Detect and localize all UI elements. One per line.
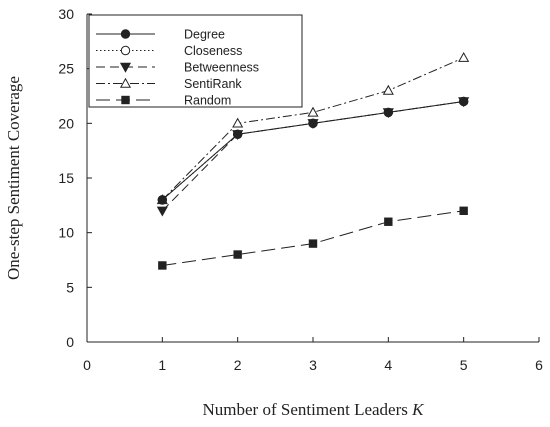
data-point (232, 129, 243, 139)
y-tick-label: 25 (58, 61, 74, 77)
x-axis-title-var: K (411, 400, 425, 419)
legend-item-closeness: Closeness (96, 44, 242, 58)
data-point (459, 206, 468, 216)
legend-item-degree: Degree (96, 28, 225, 42)
x-tick-label: 4 (384, 357, 392, 373)
data-point (308, 239, 318, 248)
y-tick-label: 20 (58, 115, 74, 131)
data-point (158, 261, 167, 270)
data-point (233, 250, 242, 259)
legend: Degree Closeness Betweenness SentiRank Rando… (88, 14, 303, 108)
x-tick-label: 3 (309, 357, 317, 373)
legend-item-random: Random (96, 94, 231, 108)
y-tick-label: 30 (58, 6, 74, 22)
y-axis-title: One-step Sentiment Coverage (4, 76, 23, 280)
x-tick-label: 2 (234, 357, 242, 373)
data-point (307, 106, 319, 117)
data-point (157, 195, 168, 205)
legend-label: Betweenness (184, 61, 259, 75)
series-line (161, 100, 464, 212)
data-point (384, 217, 393, 226)
series-layer (156, 52, 470, 270)
y-tick-label: 0 (66, 334, 74, 350)
legend-label: Closeness (184, 44, 242, 58)
data-point (458, 52, 470, 62)
legend-item-betweenness: Betweenness (96, 61, 259, 75)
y-tick-label: 10 (58, 225, 74, 241)
data-point (232, 117, 244, 128)
x-tick-label: 5 (460, 357, 468, 373)
x-tick-label: 6 (535, 357, 543, 373)
x-tick-label: 0 (83, 357, 91, 373)
series-degree (157, 96, 469, 205)
legend-marker (120, 45, 131, 56)
legend-marker (120, 29, 131, 39)
x-axis-title-main: Number of Sentiment Leaders (203, 400, 413, 419)
data-point (383, 107, 394, 118)
legend-marker (119, 62, 132, 73)
legend-marker (121, 95, 130, 105)
legend-marker (119, 77, 132, 88)
y-tick-label: 15 (58, 170, 74, 186)
data-point (156, 206, 168, 217)
series-line (162, 210, 464, 266)
data-point (458, 96, 469, 107)
x-tick-label: 1 (158, 357, 166, 373)
series-random (158, 206, 468, 270)
legend-label: Random (184, 94, 231, 108)
x-axis-title: Number of Sentiment Leaders K (203, 400, 426, 419)
y-tick-label: 5 (66, 279, 74, 295)
data-point (382, 84, 394, 95)
legend-item-sentirank: SentiRank (96, 77, 242, 91)
axes (86, 13, 540, 343)
legend-label: SentiRank (184, 77, 242, 91)
legend-label: Degree (184, 28, 225, 42)
tick-labels: 0 5 10 15 20 25 30 0 1 2 3 4 5 6 (58, 6, 543, 373)
data-point (308, 118, 318, 129)
